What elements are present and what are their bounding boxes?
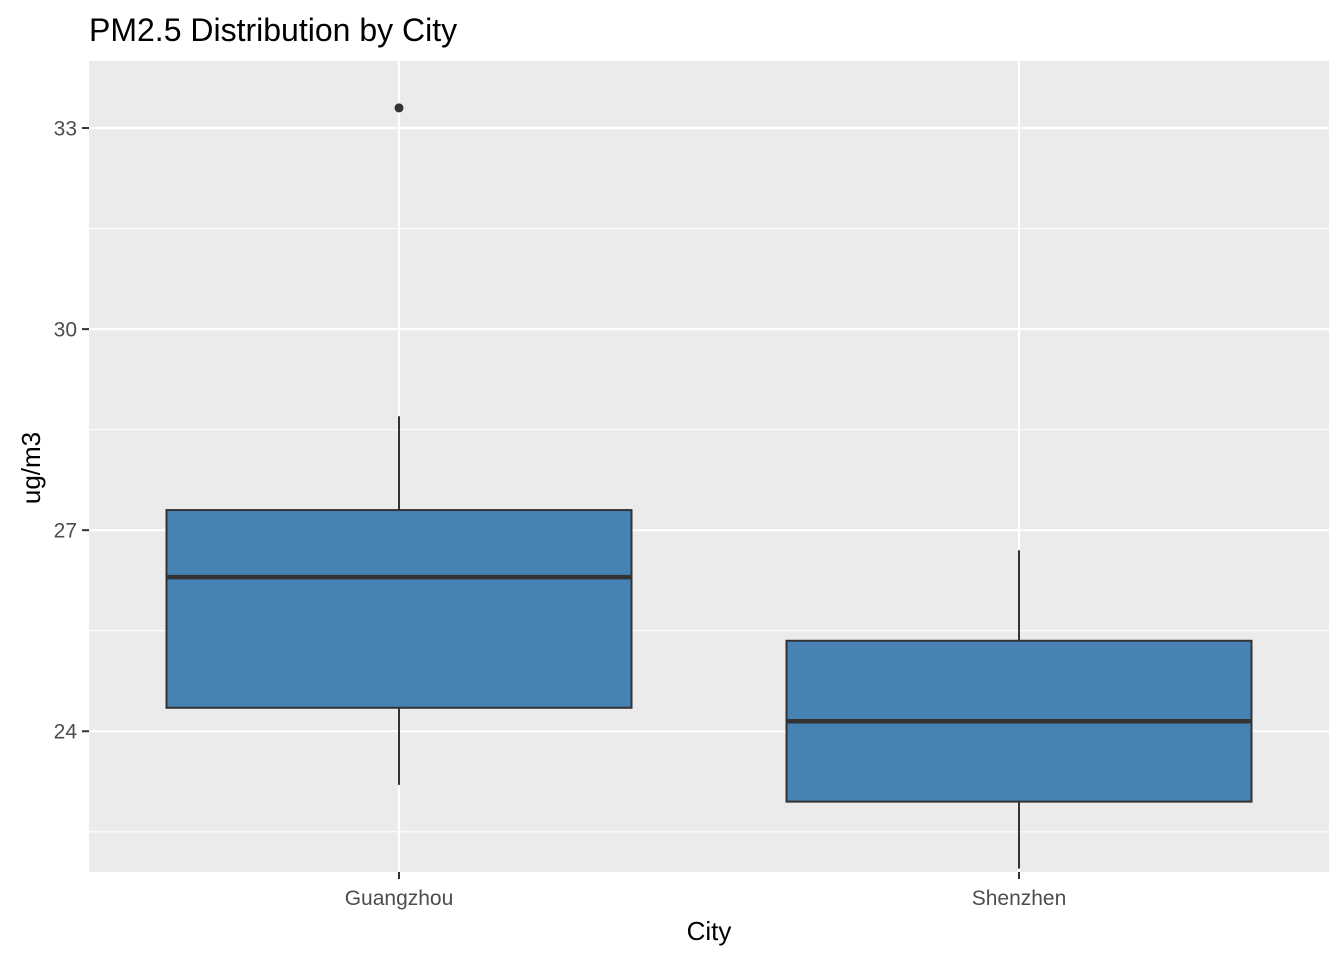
y-tick-label: 27	[54, 520, 77, 543]
x-axis-title: City	[687, 916, 732, 946]
axes: 24 27 30 33 Guangzhou Shenzhen	[54, 118, 1067, 910]
x-tick-label: Guangzhou	[345, 887, 454, 910]
chart-title: PM2.5 Distribution by City	[89, 12, 457, 48]
y-tick-label: 30	[54, 319, 77, 342]
y-tick-label: 33	[54, 118, 77, 141]
x-tick-label: Shenzhen	[972, 887, 1067, 910]
box-layer	[165, 103, 1253, 869]
y-tick-label: 24	[54, 721, 78, 744]
y-axis-title: ug/m3	[16, 432, 46, 504]
outlier-point-guangzhou	[394, 103, 404, 113]
box-guangzhou	[165, 509, 633, 709]
